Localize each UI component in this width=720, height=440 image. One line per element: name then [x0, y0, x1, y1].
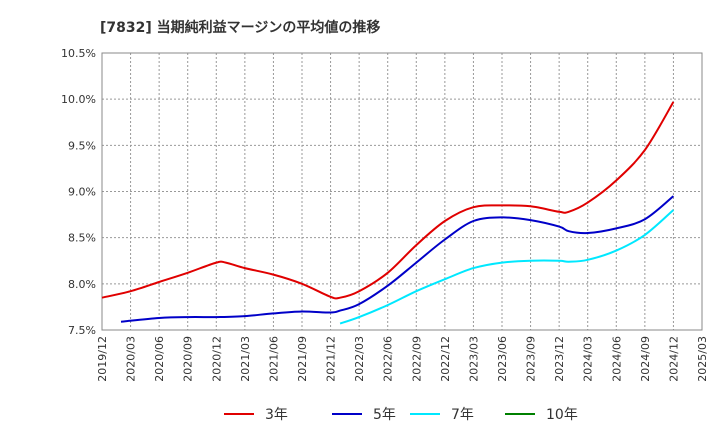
- x-tick-label: 2020/12: [210, 336, 223, 382]
- x-tick-label: 2020/03: [125, 336, 138, 382]
- x-tick-label: 2021/09: [296, 336, 309, 382]
- x-tick-label: 2024/06: [610, 336, 623, 382]
- y-tick-label: 8.5%: [68, 232, 96, 245]
- series-line-1: [101, 101, 675, 300]
- x-tick-label: 2023/12: [553, 336, 566, 382]
- plot-frame: [101, 52, 703, 331]
- x-tick-label: 2022/09: [410, 336, 423, 382]
- x-tick-label: 2020/06: [153, 336, 166, 382]
- y-tick-label: 10.0%: [61, 93, 96, 106]
- y-tick-label: 9.5%: [68, 139, 96, 152]
- x-tick-label: 2024/12: [667, 336, 680, 382]
- x-tick-label: 2020/09: [182, 336, 195, 382]
- y-tick-label: 8.0%: [68, 278, 96, 291]
- legend-label-1: 3年: [265, 407, 288, 423]
- x-tick-label: 2022/06: [382, 336, 395, 382]
- x-tick-label: 2025/03: [696, 336, 709, 382]
- x-tick-label: 2022/03: [353, 336, 366, 382]
- x-tick-label: 2024/03: [582, 336, 595, 382]
- legend: 3年 5年 7年 10年: [224, 407, 578, 423]
- y-tick-label: 7.5%: [68, 324, 96, 337]
- series-line-3: [339, 209, 675, 325]
- x-tick-label: 2023/06: [496, 336, 509, 382]
- chart-title: [7832] 当期純利益マージンの平均値の推移: [100, 19, 380, 36]
- series-line-2: [120, 195, 675, 323]
- legend-label-4: 10年: [546, 407, 578, 423]
- x-tick-label: 2022/12: [439, 336, 452, 382]
- legend-label-3: 7年: [451, 407, 474, 423]
- grid: [101, 52, 703, 331]
- legend-label-2: 5年: [373, 407, 396, 423]
- x-tick-label: 2019/12: [96, 336, 109, 382]
- x-tick-label: 2021/12: [325, 336, 338, 382]
- x-tick-label: 2021/06: [267, 336, 280, 382]
- y-tick-label: 10.5%: [61, 47, 96, 60]
- x-tick-label: 2021/03: [239, 336, 252, 382]
- series-lines: [101, 101, 675, 325]
- x-tick-label: 2024/09: [639, 336, 652, 382]
- x-tick-label: 2023/03: [467, 336, 480, 382]
- x-axis: 2019/12 2020/03 2020/06 2020/09 2020/12 2021/…: [96, 336, 709, 382]
- y-tick-label: 9.0%: [68, 186, 96, 199]
- x-tick-label: 2023/09: [525, 336, 538, 382]
- y-axis: 7.5% 8.0% 8.5% 9.0% 9.5% 10.0% 10.5%: [61, 47, 96, 337]
